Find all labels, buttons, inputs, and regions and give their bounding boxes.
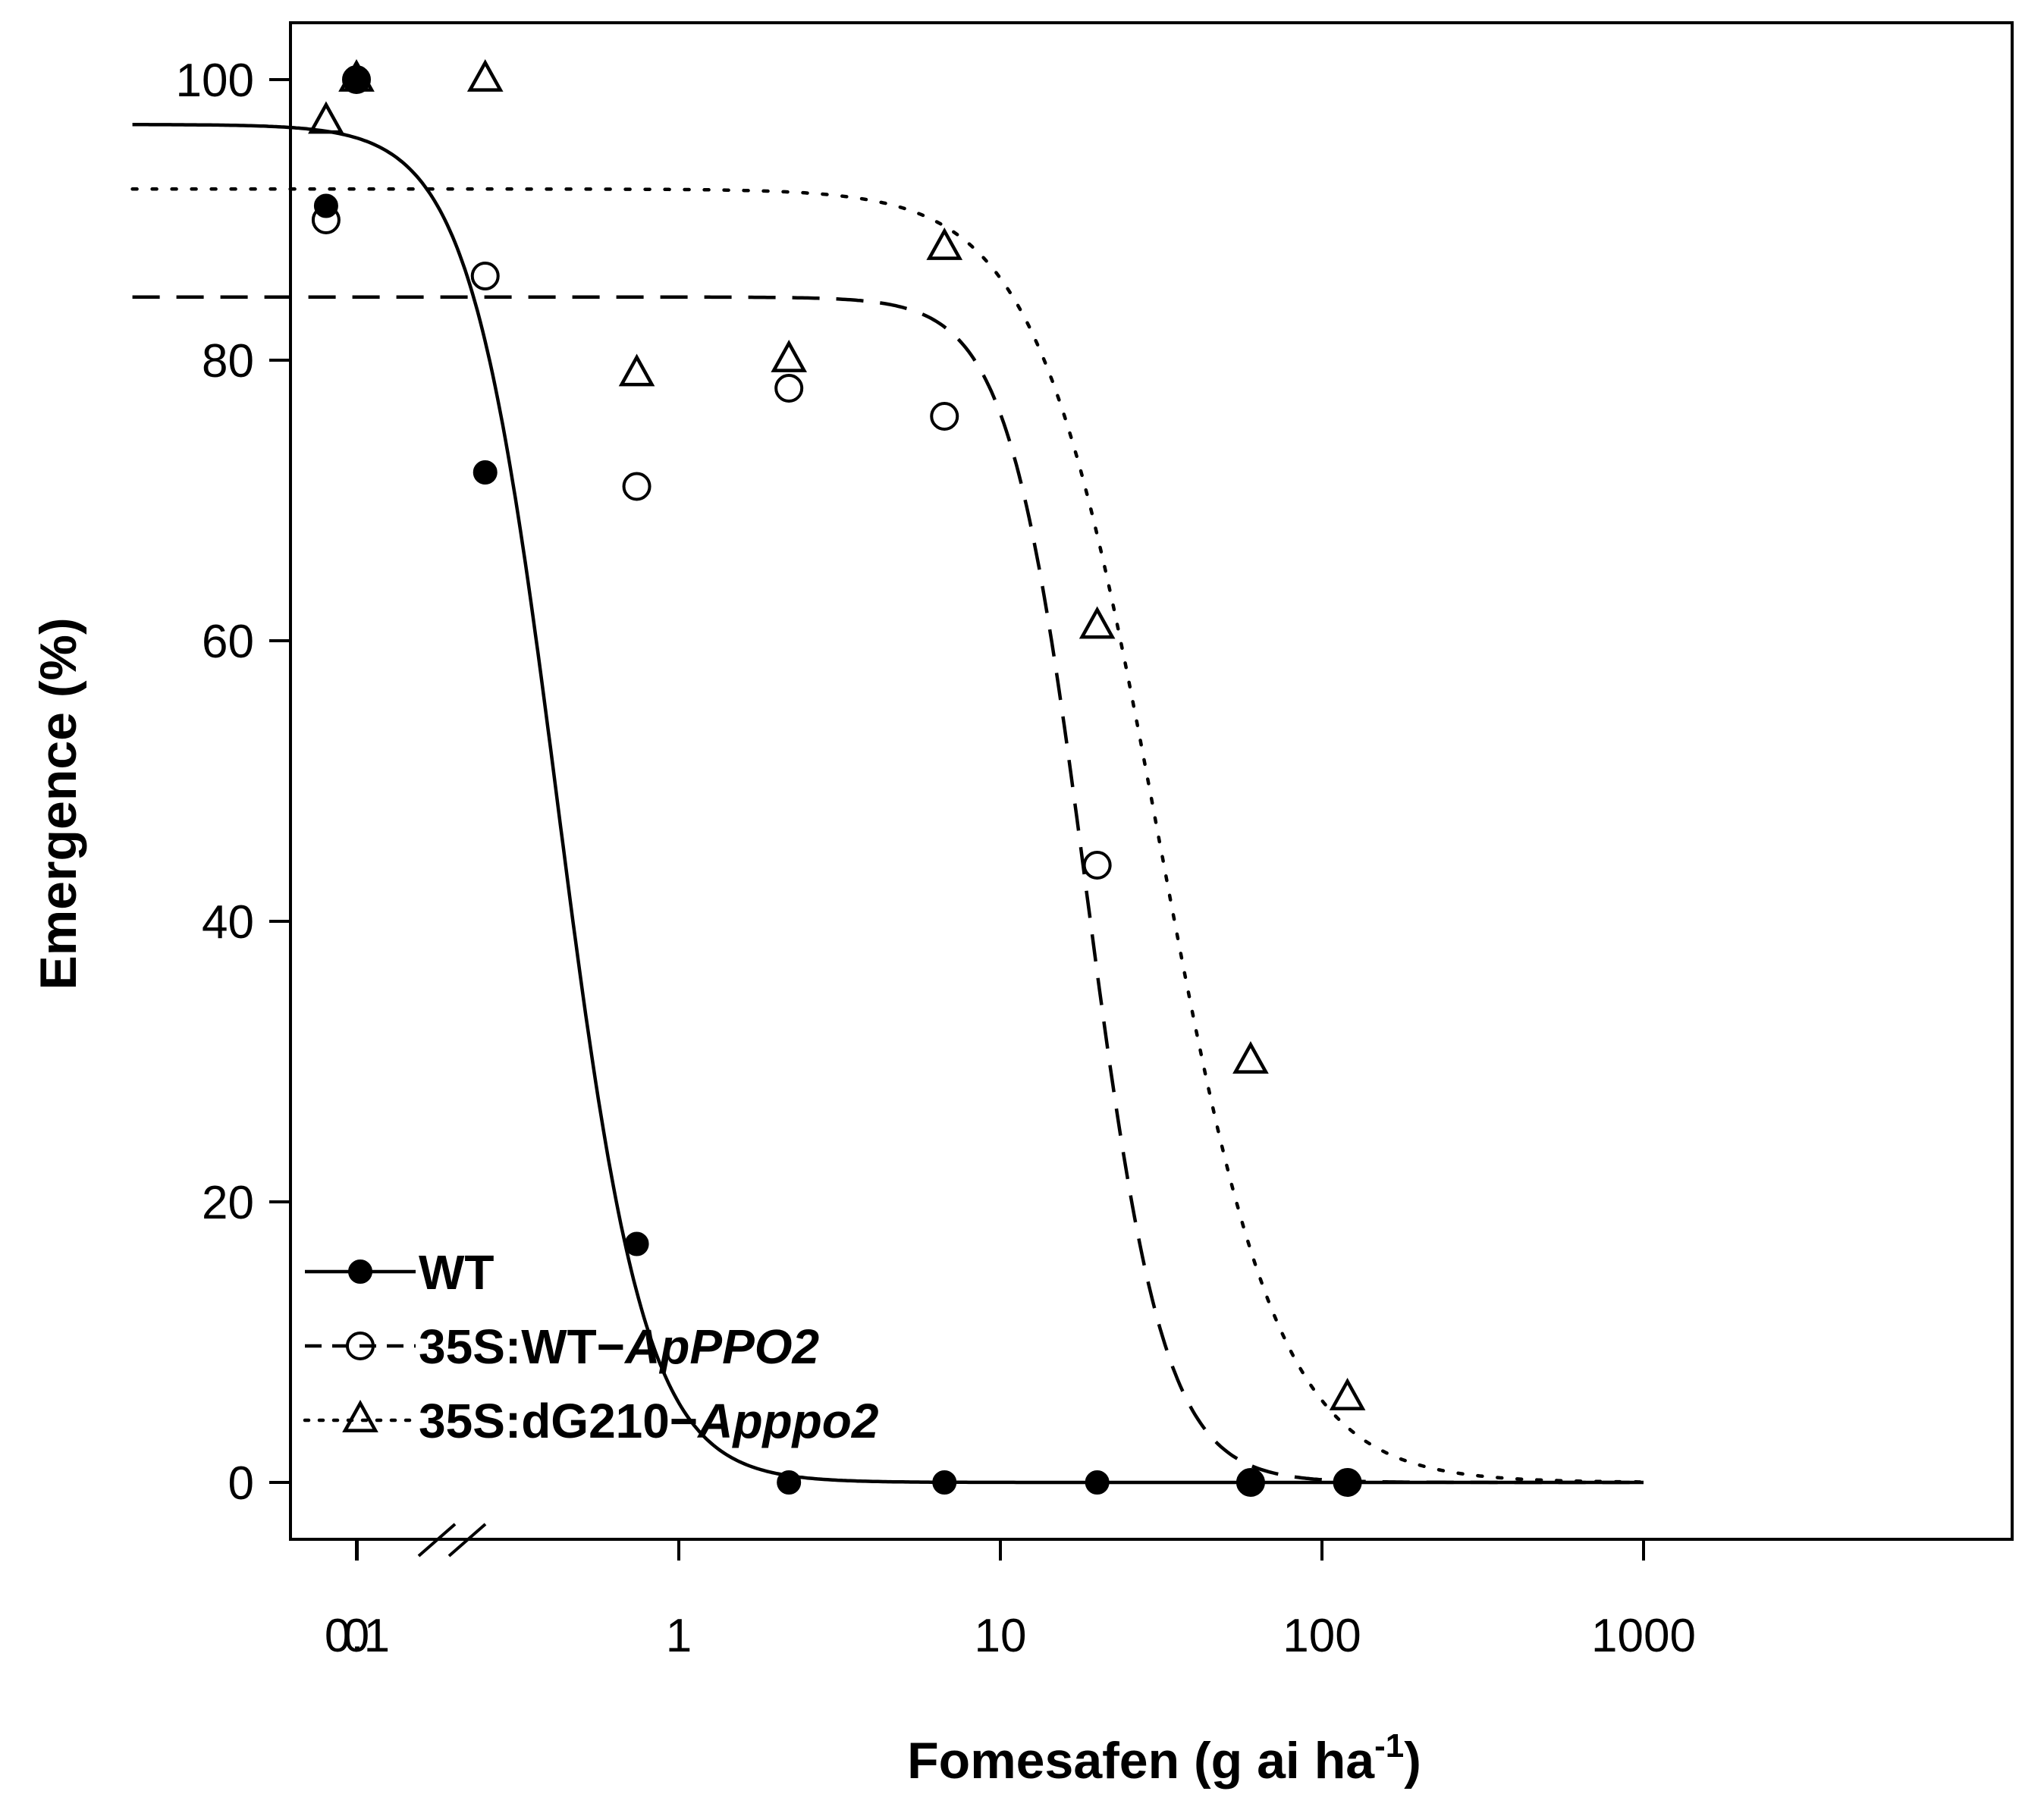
break-slash-left (417, 1523, 457, 1557)
legend-item-1: WT (305, 1245, 495, 1300)
legend-label-gene: ApPPO2 (623, 1319, 819, 1374)
y-tick-label: 40 (202, 896, 254, 949)
data-points (308, 59, 1366, 1497)
legend-marker (342, 1400, 378, 1432)
legend-label-gene: Apppo2 (696, 1394, 878, 1448)
y-tick-label: 20 (202, 1177, 254, 1229)
data-point-series-2 (1236, 1468, 1265, 1497)
y-tick-label: 100 (176, 55, 254, 107)
legend: WT 35S:WT−ApPPO2 35S:dG210−Apppo2 (303, 1245, 878, 1448)
break-slash-right (447, 1523, 487, 1557)
legend-label: 35S:WT−ApPPO2 (419, 1319, 819, 1374)
data-point-series-3 (308, 101, 344, 134)
legend-label: 35S:dG210−Apppo2 (419, 1394, 878, 1448)
y-tick-label: 80 (202, 335, 254, 387)
y-tick-label: 60 (202, 616, 254, 668)
x-axis-title-main: Fomesafen (g ai ha (907, 1732, 1375, 1790)
data-point-series-1 (777, 1470, 802, 1495)
data-point-series-2 (311, 205, 341, 234)
x-tick-label: 0.1 (325, 1610, 390, 1662)
data-point-series-1 (932, 1470, 957, 1495)
x-axis-title-suffix: ) (1404, 1732, 1421, 1790)
data-point-series-2 (470, 262, 500, 290)
data-point-series-3 (1232, 1041, 1269, 1074)
legend-label-text: 35S:dG210− (419, 1394, 698, 1448)
data-point-series-3 (338, 59, 375, 92)
x-axis-title-superscript: -1 (1374, 1727, 1404, 1765)
x-axis: 00.1 1 10 100 1000 (325, 1539, 1696, 1662)
data-point-series-3 (771, 340, 808, 372)
data-point-series-3 (1329, 1378, 1366, 1410)
legend-label: WT (419, 1245, 495, 1300)
data-point-series-1 (1335, 1470, 1360, 1495)
data-point-series-2 (1082, 851, 1112, 880)
x-tick-label: 10 (975, 1610, 1027, 1662)
data-point-series-1 (624, 1231, 649, 1256)
legend-item-2: 35S:WT−ApPPO2 (305, 1319, 819, 1374)
data-point-series-3 (466, 59, 504, 92)
fitted-curves (130, 123, 1646, 1485)
legend-item-3: 35S:dG210−Apppo2 (303, 1394, 878, 1448)
x-axis-break-mark (417, 1523, 487, 1557)
data-point-series-2 (342, 65, 371, 94)
data-point-series-1 (1085, 1470, 1110, 1495)
data-point-series-3 (1079, 606, 1116, 639)
fit-curve-series-2 (132, 295, 1644, 1485)
data-point-series-1 (473, 460, 498, 485)
data-point-series-3 (926, 227, 963, 260)
x-tick-label: 1000 (1591, 1610, 1696, 1662)
data-point-series-2 (774, 374, 804, 403)
data-point-series-2 (930, 402, 959, 431)
x-axis-title: Fomesafen (g ai ha-1) (907, 1727, 1421, 1790)
data-point-series-2 (622, 472, 652, 501)
x-tick-label: 0 (344, 1610, 369, 1662)
data-point-series-3 (618, 353, 655, 387)
plot-frame (289, 21, 2014, 1541)
data-point-series-1 (1238, 1470, 1263, 1495)
x-tick-label: 1 (666, 1610, 692, 1662)
legend-label-text: WT (419, 1245, 495, 1300)
legend-marker (346, 1332, 375, 1360)
y-tick-label: 0 (228, 1457, 254, 1510)
y-axis: 0 20 40 60 80 100 (176, 55, 290, 1510)
legend-label-text: 35S:WT− (419, 1319, 625, 1374)
y-axis-title: Emergence (%) (30, 617, 87, 990)
x-tick-label: 100 (1283, 1610, 1361, 1662)
legend-marker (348, 1259, 372, 1284)
data-point-series-2 (1333, 1468, 1362, 1497)
